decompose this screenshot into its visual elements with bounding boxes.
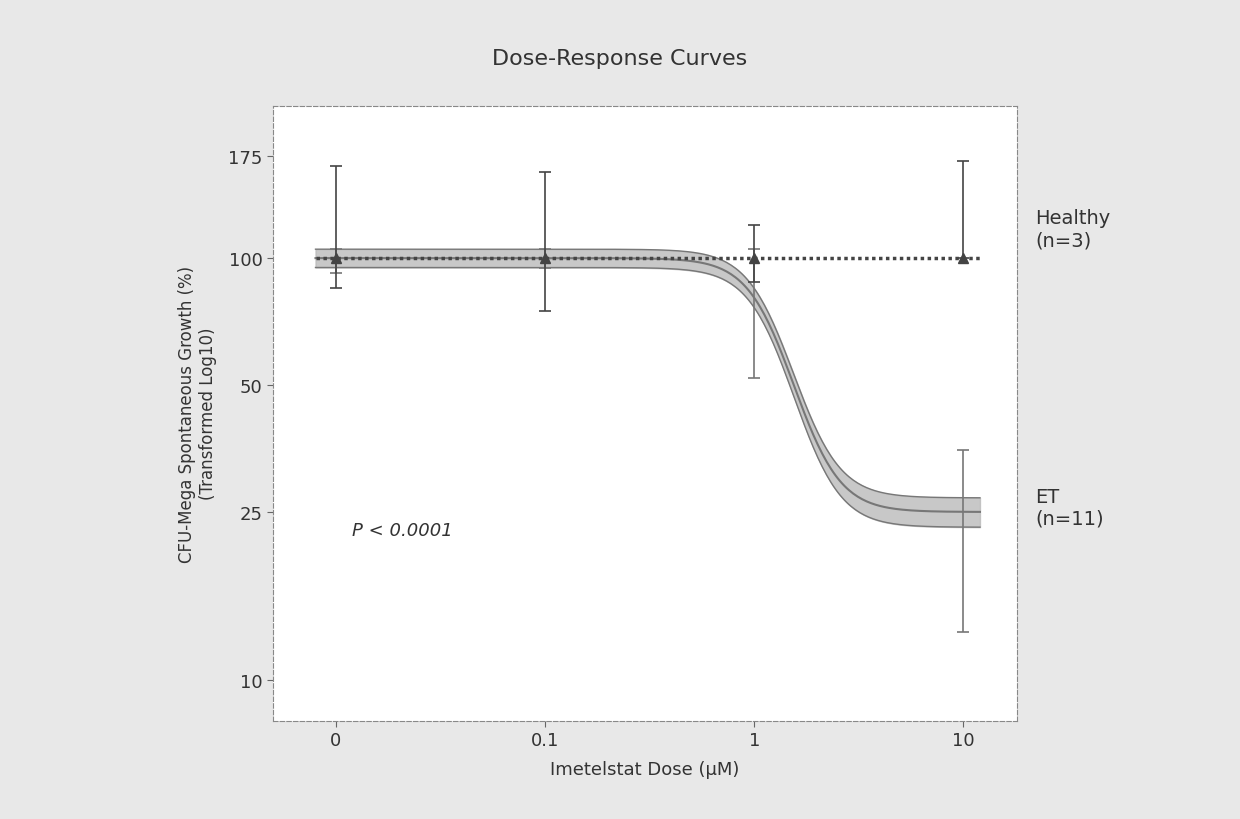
Text: ET
(n=11): ET (n=11) [1035,487,1104,528]
Text: Dose-Response Curves: Dose-Response Curves [492,49,748,69]
Y-axis label: CFU-Mega Spontaneous Growth (%)
(Transformed Log10): CFU-Mega Spontaneous Growth (%) (Transfo… [179,265,217,562]
Text: Healthy
(n=3): Healthy (n=3) [1035,209,1111,250]
X-axis label: Imetelstat Dose (μM): Imetelstat Dose (μM) [551,760,739,778]
Text: P < 0.0001: P < 0.0001 [352,522,453,540]
